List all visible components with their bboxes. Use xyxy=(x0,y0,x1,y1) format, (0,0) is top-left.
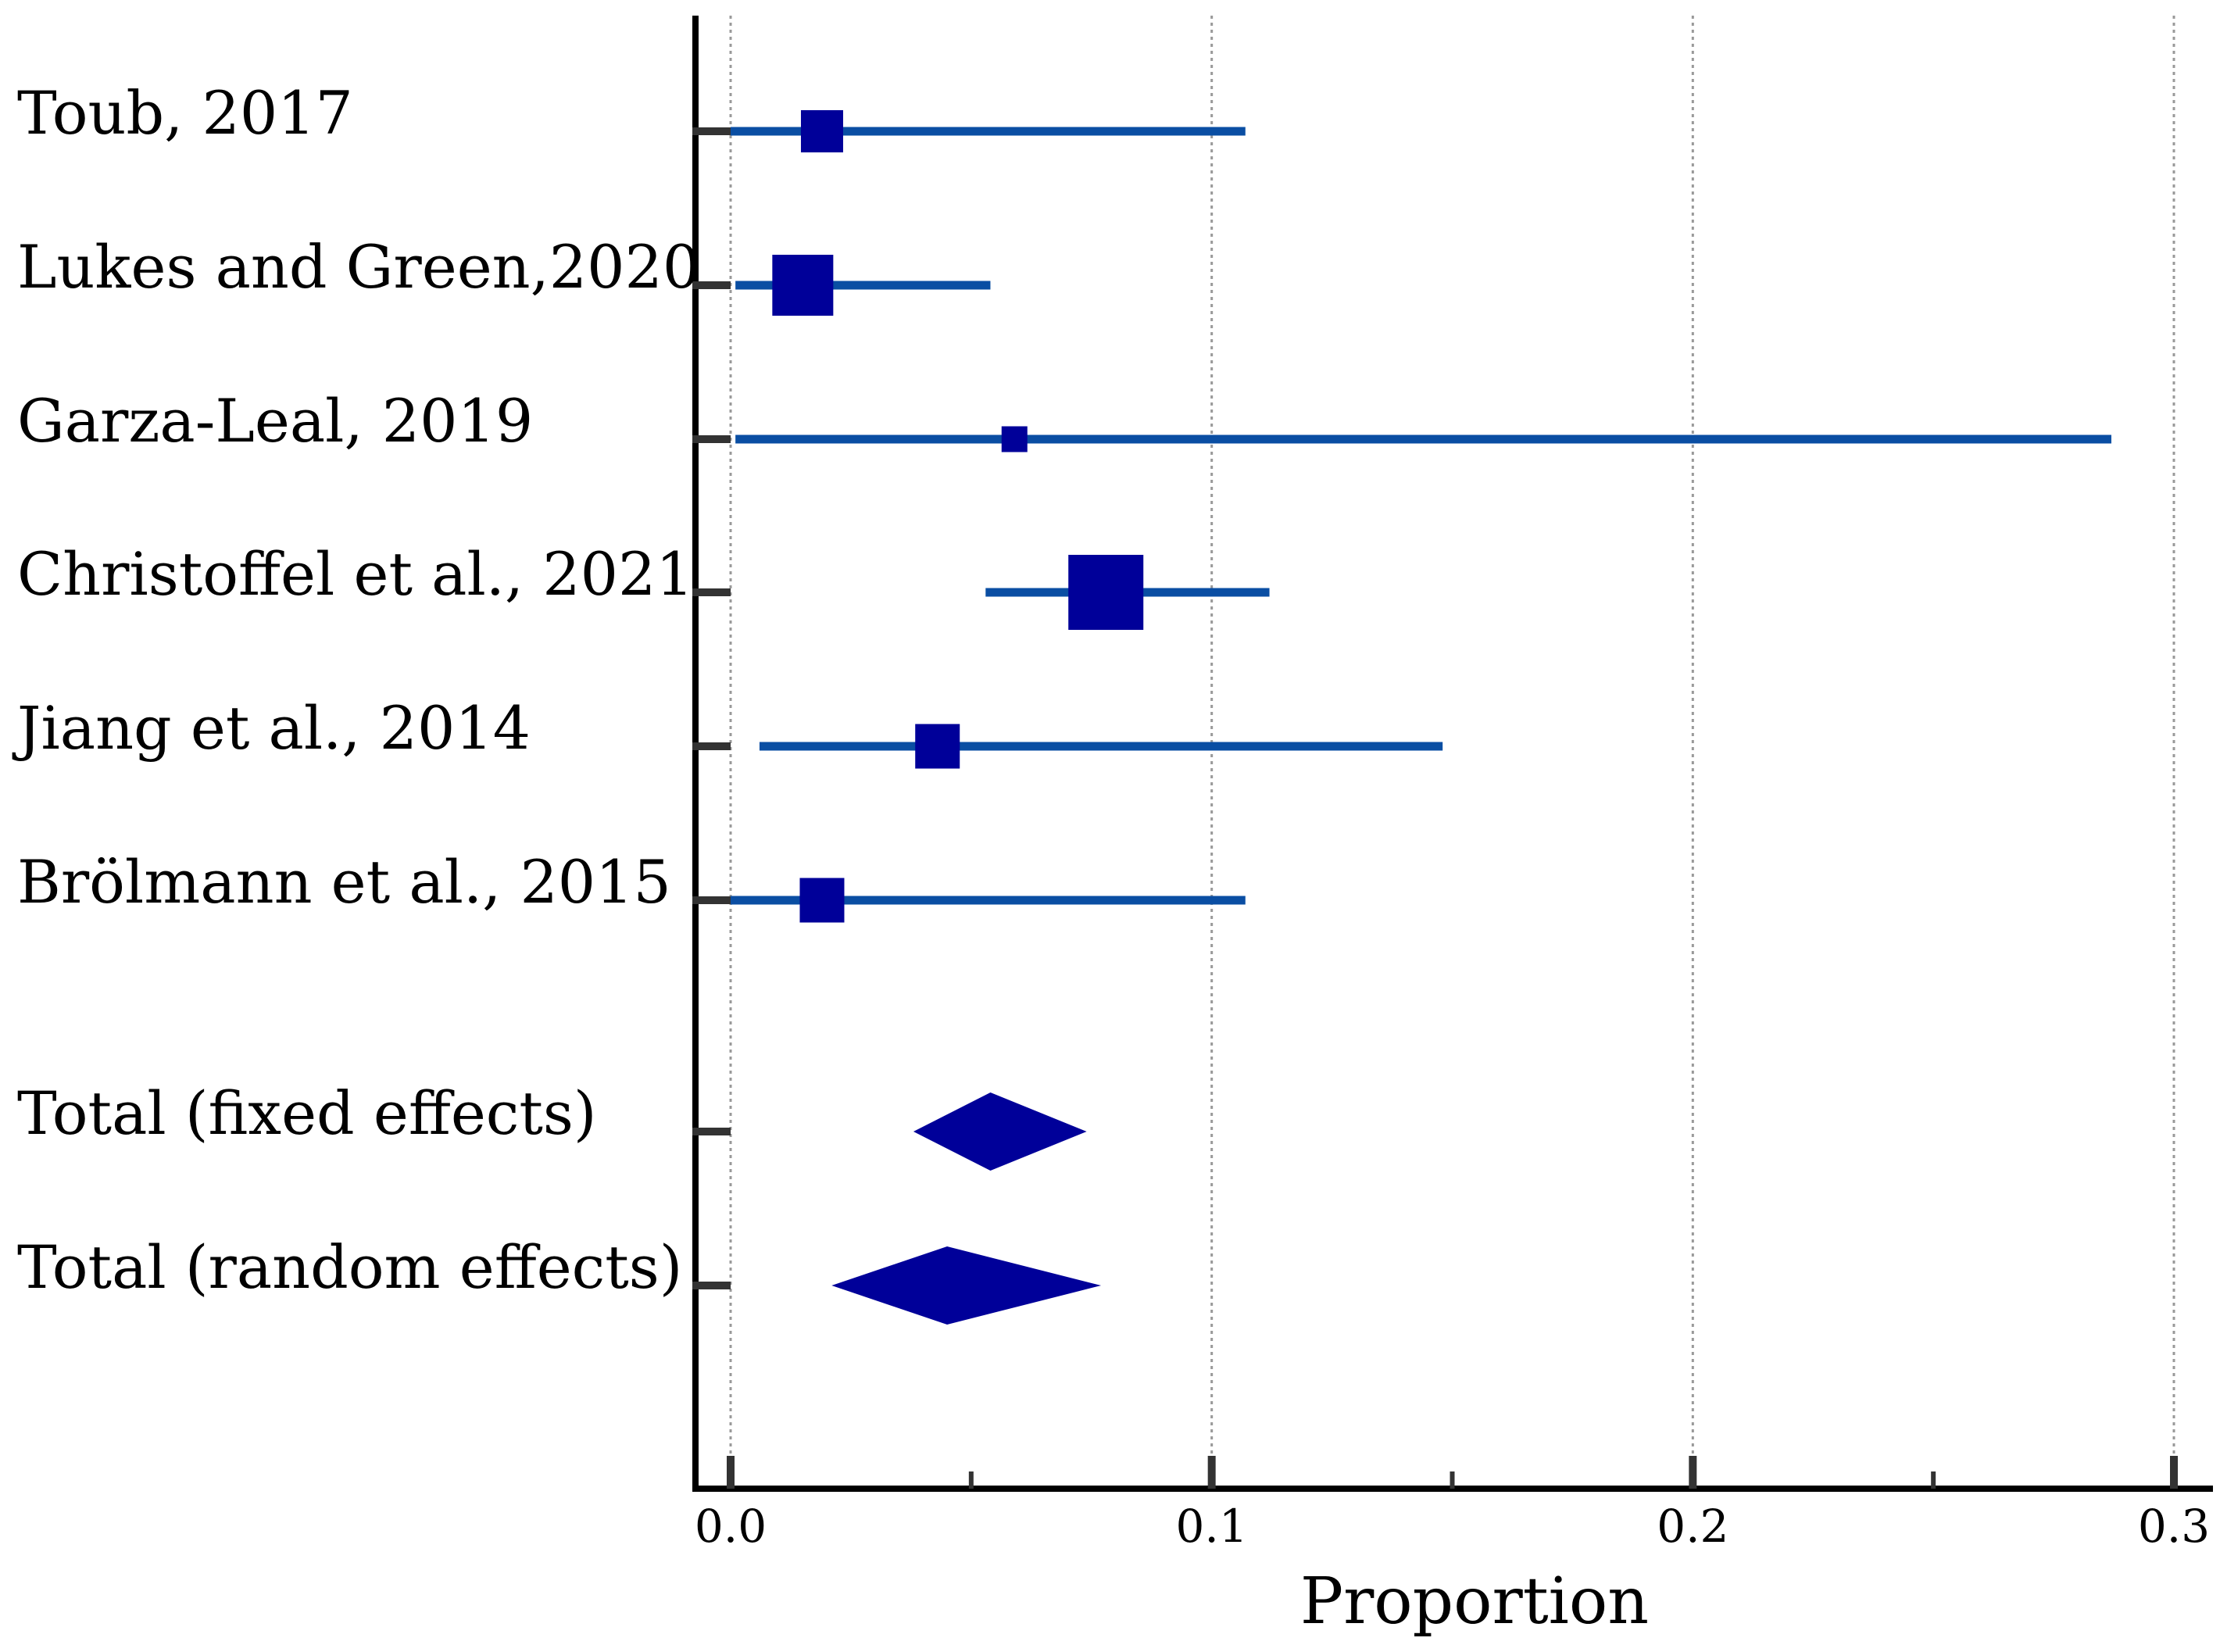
point-estimate-square xyxy=(915,724,960,769)
study-label: Jiang et al., 2014 xyxy=(12,693,531,763)
data-marks xyxy=(731,110,2111,1325)
point-estimate-square xyxy=(1001,426,1028,452)
x-axis-title: Proportion xyxy=(1300,1564,1649,1639)
study-label: Christoffel et al., 2021 xyxy=(17,539,694,609)
point-estimate-square xyxy=(772,255,834,316)
total-label: Total (fixed effects) xyxy=(17,1078,597,1148)
study-label: Garza-Leal, 2019 xyxy=(17,386,533,456)
study-labels: Toub, 2017 Lukes and Green,2020 Garza-Leal… xyxy=(12,78,700,1302)
point-estimate-square xyxy=(799,878,845,923)
summary-diamond xyxy=(831,1246,1102,1325)
study-label: Brölmann et al., 2015 xyxy=(17,847,671,917)
point-estimate-square xyxy=(800,110,843,152)
x-tick-label: 0.1 xyxy=(1176,1500,1248,1553)
x-tick-label: 0.2 xyxy=(1657,1500,1728,1553)
summary-diamond xyxy=(913,1092,1087,1171)
study-label: Toub, 2017 xyxy=(17,78,353,148)
x-tick-label: 0.0 xyxy=(695,1500,767,1553)
study-label: Lukes and Green,2020 xyxy=(17,232,700,302)
grid-lines xyxy=(729,16,2175,1487)
point-estimate-square xyxy=(1068,555,1144,630)
x-tick-label: 0.3 xyxy=(2138,1500,2210,1553)
axes: 0.0 0.1 0.2 0.3 xyxy=(692,16,2213,1553)
total-label: Total (random effects) xyxy=(17,1232,682,1302)
